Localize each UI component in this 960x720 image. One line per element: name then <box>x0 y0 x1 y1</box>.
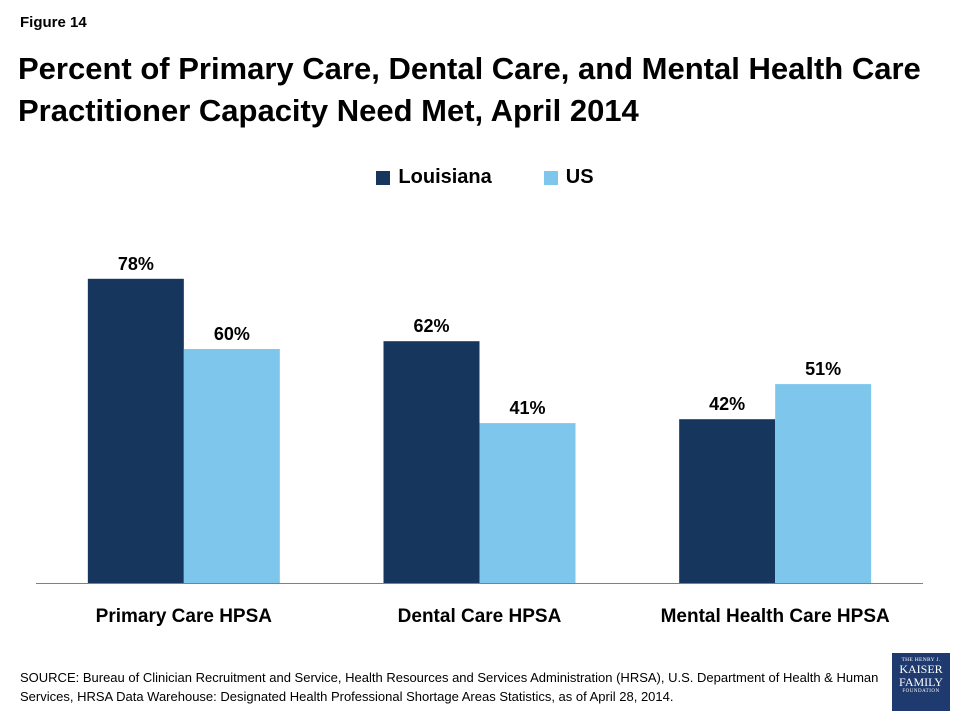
legend-swatch-us <box>543 170 558 185</box>
bar-us-1 <box>479 423 576 583</box>
kff-logo: THE HENRY J. KAISER FAMILY FOUNDATION <box>892 653 950 711</box>
legend: Louisiana US <box>0 166 960 189</box>
chart-title: Percent of Primary Care, Dental Care, an… <box>18 51 921 128</box>
logo-line-3: FAMILY <box>899 675 943 689</box>
data-label-louisiana-2: 42% <box>709 394 745 414</box>
bar-louisiana-1 <box>383 341 480 583</box>
category-label-2: Mental Health Care HPSA <box>661 606 890 627</box>
category-label-1: Dental Care HPSA <box>398 606 562 627</box>
bar-us-2 <box>775 384 872 583</box>
legend-item-us: US <box>543 166 594 189</box>
data-label-us-1: 41% <box>509 398 545 418</box>
bar-louisiana-0 <box>87 278 184 583</box>
logo-line-2: KAISER <box>899 662 943 676</box>
bar-us-0 <box>183 349 280 583</box>
logo-line-4: FOUNDATION <box>902 689 940 694</box>
data-label-us-2: 51% <box>805 359 841 379</box>
figure-label: Figure 14 <box>20 14 87 31</box>
legend-label-louisiana: Louisiana <box>398 166 492 188</box>
logo-line-1: THE HENRY J. <box>901 657 941 663</box>
data-label-louisiana-1: 62% <box>413 316 449 336</box>
bar-louisiana-2 <box>679 419 776 583</box>
data-label-us-0: 60% <box>214 324 250 344</box>
legend-label-us: US <box>565 166 594 188</box>
source-note: SOURCE: Bureau of Clinician Recruitment … <box>20 670 879 704</box>
legend-item-louisiana: Louisiana <box>376 166 492 189</box>
data-label-louisiana-0: 78% <box>118 254 154 274</box>
legend-swatch-louisiana <box>376 170 391 185</box>
category-label-0: Primary Care HPSA <box>96 606 273 627</box>
